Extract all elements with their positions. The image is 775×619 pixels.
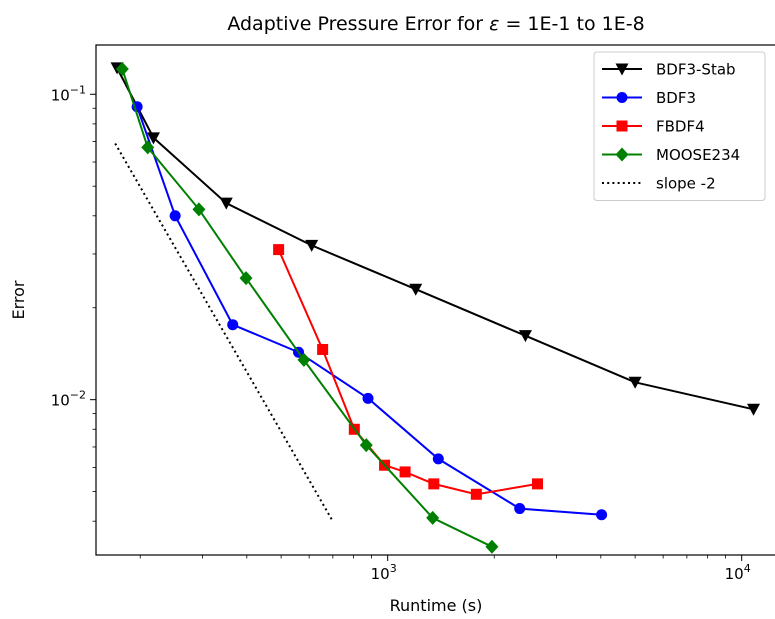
data-point-fbdf4-5 <box>428 478 440 490</box>
data-point-bdf3-2 <box>227 319 239 331</box>
legend-box <box>593 51 766 201</box>
data-point-bdf3-7 <box>596 509 608 521</box>
y-tick-label: 10−1 <box>51 83 86 104</box>
plot-area <box>110 61 761 554</box>
data-point-moose234-5 <box>359 438 373 453</box>
data-point-fbdf4-4 <box>399 466 411 478</box>
data-point-bdf3-stab-1 <box>146 132 160 145</box>
data-point-bdf3-stab-6 <box>628 376 642 389</box>
data-point-fbdf4-7 <box>532 478 544 490</box>
x-tick-label: 103 <box>371 562 397 583</box>
data-point-bdf3-stab-3 <box>305 239 319 252</box>
data-point-bdf3-1 <box>169 210 181 222</box>
data-point-moose234-0 <box>115 61 129 76</box>
x-tick-label: 104 <box>725 562 751 583</box>
data-point-moose234-4 <box>297 352 311 367</box>
data-point-bdf3-4 <box>362 392 374 404</box>
legend-marker-fbdf4 <box>616 120 628 132</box>
data-point-moose234-7 <box>485 539 499 554</box>
series-line-moose234 <box>121 68 493 548</box>
data-point-fbdf4-6 <box>470 488 482 500</box>
data-point-bdf3-5 <box>432 453 444 465</box>
legend-label-bdf3: BDF3 <box>656 89 696 107</box>
data-point-bdf3-stab-4 <box>409 283 423 296</box>
data-point-bdf3-stab-5 <box>518 330 532 343</box>
y-axis-label: Error <box>9 280 28 319</box>
data-point-bdf3-6 <box>514 503 526 515</box>
data-point-fbdf4-1 <box>317 343 329 355</box>
data-point-moose234-1 <box>141 140 155 155</box>
legend-marker-bdf3-stab <box>615 63 629 76</box>
data-point-moose234-3 <box>239 271 253 286</box>
data-point-moose234-6 <box>426 510 440 525</box>
legend-marker-moose234 <box>615 147 629 162</box>
y-tick-label: 10−2 <box>51 389 86 410</box>
data-point-bdf3-stab-2 <box>219 197 233 210</box>
series-moose234 <box>115 61 499 554</box>
x-axis-label: Runtime (s) <box>390 596 483 615</box>
legend-marker-bdf3 <box>616 92 628 103</box>
legend: BDF3-Stab BDF3 FBDF4 MOOSE234 slope -2 <box>593 51 766 201</box>
series-bdf3 <box>131 101 608 521</box>
series-line-fbdf4 <box>277 249 538 496</box>
chart-title: Adaptive Pressure Error for ε = 1E-1 to … <box>227 13 644 35</box>
data-point-moose234-2 <box>192 202 206 217</box>
plot-frame <box>95 44 775 556</box>
series-line-bdf3 <box>136 106 602 516</box>
legend-label-bdf3-stab: BDF3-Stab <box>656 61 736 79</box>
data-point-fbdf4-0 <box>273 244 285 256</box>
series-line-bdf3-stab <box>116 67 754 411</box>
legend-label-moose234: MOOSE234 <box>656 146 740 164</box>
legend-label-fbdf4: FBDF4 <box>656 118 705 136</box>
legend-label-slope-2: slope -2 <box>656 175 716 193</box>
data-point-bdf3-stab-7 <box>747 403 761 416</box>
